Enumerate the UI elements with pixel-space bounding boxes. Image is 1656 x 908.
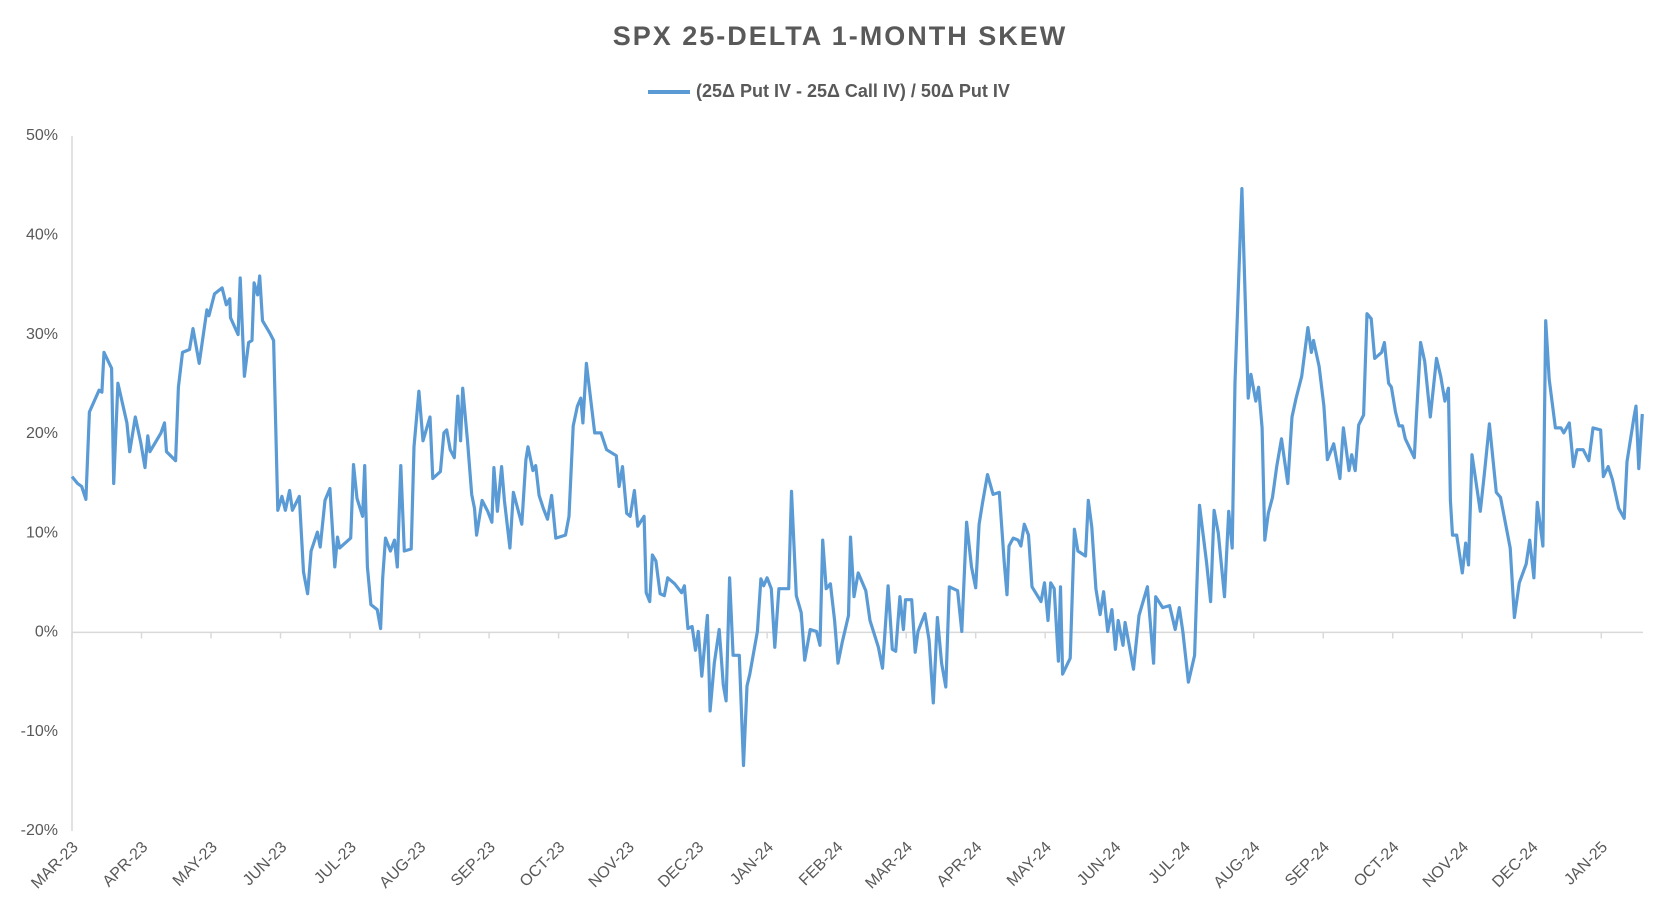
x-tick-label: MAY-23 — [170, 839, 221, 890]
x-tick-label: APR-24 — [934, 839, 986, 891]
y-tick-label: 0% — [35, 624, 58, 641]
y-tick-label: -20% — [21, 822, 58, 839]
x-tick-label: JAN-24 — [727, 839, 777, 889]
x-tick-label: APR-23 — [100, 839, 152, 891]
x-tick-label: MAR-23 — [28, 839, 82, 893]
x-tick-label: JUL-23 — [311, 839, 360, 888]
x-tick-label: AUG-24 — [1211, 839, 1264, 892]
y-tick-label: 40% — [26, 227, 58, 244]
legend-label: (25Δ Put IV - 25Δ Call IV) / 50Δ Put IV — [696, 81, 1010, 101]
x-tick-label: MAY-24 — [1004, 839, 1055, 890]
x-tick-label: SEP-23 — [448, 839, 499, 890]
x-tick-label: OCT-24 — [1351, 839, 1403, 891]
x-tick-label: SEP-24 — [1282, 839, 1333, 890]
data-line — [70, 187, 1644, 768]
x-tick-label: JAN-25 — [1561, 839, 1611, 889]
x-tick-label: NOV-23 — [586, 839, 638, 891]
x-tick-label: MAR-24 — [862, 839, 916, 893]
y-tick-label: 20% — [26, 425, 58, 442]
x-tick-label: JUN-23 — [240, 839, 290, 889]
x-tick-label: DEC-24 — [1489, 839, 1541, 891]
x-tick-label: OCT-23 — [517, 839, 569, 891]
x-tick-label: JUN-24 — [1074, 839, 1124, 889]
x-tick-label: NOV-24 — [1420, 839, 1472, 891]
x-tick-label: FEB-24 — [796, 839, 846, 889]
y-tick-label: 30% — [26, 326, 58, 343]
y-tick-label: 10% — [26, 524, 58, 541]
y-tick-label: 50% — [26, 127, 58, 144]
x-tick-label: JUL-24 — [1146, 839, 1195, 888]
x-tick-label: DEC-23 — [655, 839, 707, 891]
chart-title: SPX 25-DELTA 1-MONTH SKEW — [613, 21, 1068, 51]
x-tick-label: AUG-23 — [376, 839, 429, 892]
y-tick-label: -10% — [21, 723, 58, 740]
